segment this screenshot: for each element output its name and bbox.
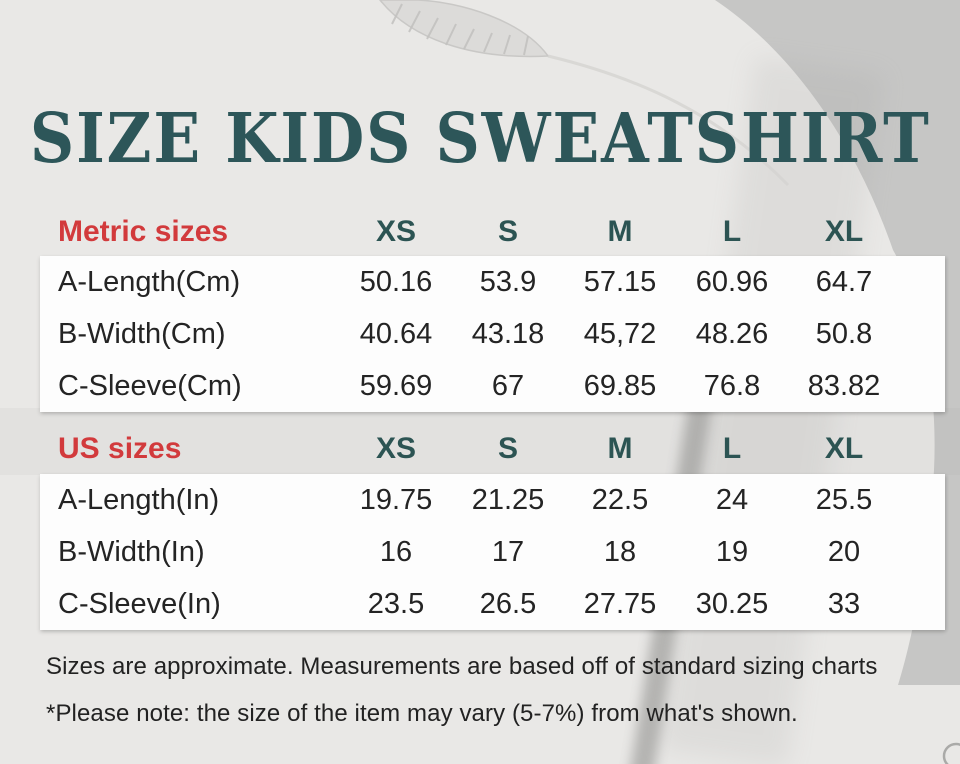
table-row: B-Width(Cm) 40.64 43.18 45,72 48.26 50.8 bbox=[40, 308, 945, 360]
size-column-header-l: L bbox=[722, 432, 742, 465]
size-column-header-s: S bbox=[497, 215, 518, 248]
size-value: 27.75 bbox=[583, 587, 657, 620]
size-value: 43.18 bbox=[471, 317, 545, 350]
size-value: 25.5 bbox=[815, 483, 873, 516]
size-value: 67 bbox=[491, 369, 525, 402]
size-value: 64.7 bbox=[815, 265, 873, 298]
watermark-circle bbox=[942, 742, 960, 764]
table-row: A-Length(In) 19.75 21.25 22.5 24 25.5 bbox=[40, 474, 945, 526]
us-table-band: A-Length(In) 19.75 21.25 22.5 24 25.5 B-… bbox=[40, 474, 945, 630]
size-value: 40.64 bbox=[359, 317, 433, 350]
backdrop-corner bbox=[715, 0, 960, 685]
size-row-label: B-Width(In) bbox=[58, 535, 205, 568]
size-value: 69.85 bbox=[583, 369, 657, 402]
size-value: 17 bbox=[491, 535, 525, 568]
size-value: 57.15 bbox=[583, 265, 657, 298]
size-value: 59.69 bbox=[359, 369, 433, 402]
table-row: C-Sleeve(In) 23.5 26.5 27.75 30.25 33 bbox=[40, 578, 945, 630]
collar bbox=[379, 0, 790, 187]
metric-header-row: Metric sizes XS S M L XL bbox=[40, 207, 945, 257]
size-row-label: C-Sleeve(Cm) bbox=[58, 369, 242, 402]
size-value: 19.75 bbox=[359, 483, 433, 516]
size-column-header-m: M bbox=[607, 215, 633, 248]
size-value: 23.5 bbox=[367, 587, 425, 620]
footnote-sizes-approximate: Sizes are approximate. Measurements are … bbox=[46, 653, 878, 680]
size-row-label: B-Width(Cm) bbox=[58, 317, 226, 350]
table-row: B-Width(In) 16 17 18 19 20 bbox=[40, 526, 945, 578]
size-column-header-l: L bbox=[722, 215, 742, 248]
size-value: 20 bbox=[827, 535, 861, 568]
page-title: SIZE KIDS SWEATSHIRT bbox=[29, 97, 931, 179]
size-value: 50.8 bbox=[815, 317, 873, 350]
table-row: A-Length(Cm) 50.16 53.9 57.15 60.96 64.7 bbox=[40, 256, 945, 308]
size-value: 53.9 bbox=[479, 265, 537, 298]
size-column-header-xl: XL bbox=[824, 215, 864, 248]
size-value: 26.5 bbox=[479, 587, 537, 620]
size-value: 50.16 bbox=[359, 265, 433, 298]
metric-table-band: A-Length(Cm) 50.16 53.9 57.15 60.96 64.7… bbox=[40, 256, 945, 412]
size-column-header-xl: XL bbox=[824, 432, 864, 465]
size-column-header-s: S bbox=[497, 432, 518, 465]
size-value: 33 bbox=[827, 587, 861, 620]
size-row-label: C-Sleeve(In) bbox=[58, 587, 221, 620]
size-value: 83.82 bbox=[807, 369, 881, 402]
size-value: 21.25 bbox=[471, 483, 545, 516]
size-row-label: A-Length(Cm) bbox=[58, 265, 241, 298]
size-row-label: A-Length(In) bbox=[58, 483, 220, 516]
size-column-header-m: M bbox=[607, 432, 633, 465]
size-value: 76.8 bbox=[703, 369, 761, 402]
size-value: 16 bbox=[379, 535, 413, 568]
size-column-header-xs: XS bbox=[375, 432, 417, 465]
footnote-size-variation: *Please note: the size of the item may v… bbox=[46, 700, 798, 727]
size-value: 48.26 bbox=[695, 317, 769, 350]
size-value: 45,72 bbox=[583, 317, 657, 350]
metric-sizes-label: Metric sizes bbox=[58, 215, 229, 248]
table-row: C-Sleeve(Cm) 59.69 67 69.85 76.8 83.82 bbox=[40, 360, 945, 412]
size-value: 22.5 bbox=[591, 483, 649, 516]
size-value: 30.25 bbox=[695, 587, 769, 620]
size-value: 24 bbox=[715, 483, 749, 516]
size-column-header-xs: XS bbox=[375, 215, 417, 248]
us-sizes-label: US sizes bbox=[58, 432, 182, 465]
size-value: 60.96 bbox=[695, 265, 769, 298]
size-value: 18 bbox=[603, 535, 637, 568]
size-value: 19 bbox=[715, 535, 749, 568]
us-header-row: US sizes XS S M L XL bbox=[40, 424, 945, 474]
